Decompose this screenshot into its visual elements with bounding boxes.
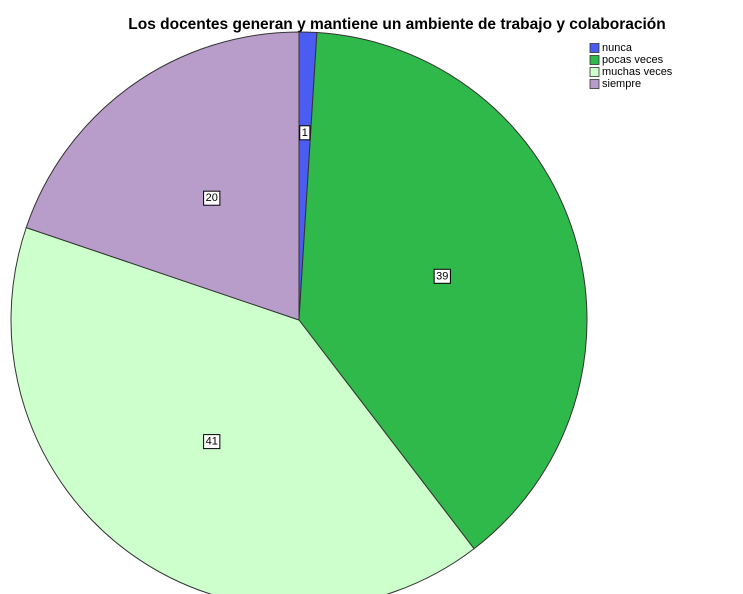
legend-swatch bbox=[589, 79, 600, 89]
label-box bbox=[433, 268, 451, 284]
legend-swatch bbox=[589, 55, 600, 65]
value-label: 1 bbox=[302, 127, 308, 139]
legend-label: nunca bbox=[602, 42, 633, 54]
value-label: 41 bbox=[206, 436, 218, 448]
pie-slice bbox=[10, 226, 475, 594]
data-label: 1 bbox=[299, 125, 311, 141]
label-box bbox=[299, 125, 311, 141]
value-label: 39 bbox=[436, 270, 448, 282]
data-label: 39 bbox=[433, 268, 451, 284]
pie-slice bbox=[25, 31, 300, 321]
legend-label: muchas veces bbox=[602, 66, 673, 78]
value-label: 20 bbox=[206, 192, 218, 204]
label-box bbox=[203, 434, 221, 450]
legend-swatch bbox=[589, 67, 600, 77]
legend-label: pocas veces bbox=[602, 54, 664, 66]
data-label: 41 bbox=[203, 434, 221, 450]
pie-slice bbox=[298, 32, 588, 550]
legend-swatch bbox=[589, 43, 600, 53]
legend-label: siempre bbox=[602, 78, 641, 90]
label-box bbox=[203, 190, 221, 206]
data-label: 20 bbox=[203, 190, 221, 206]
chart-title: Los docentes generan y mantiene un ambie… bbox=[128, 16, 665, 33]
